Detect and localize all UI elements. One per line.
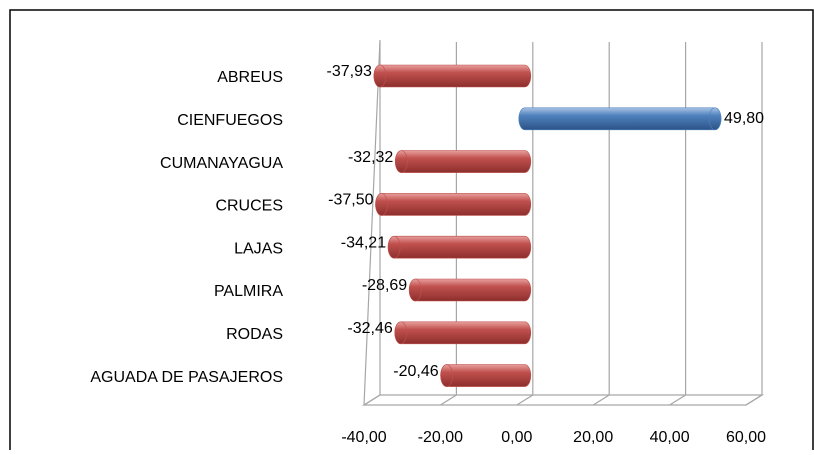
- bar-cap: [373, 64, 387, 88]
- data-label: -20,46: [393, 363, 438, 380]
- grid-line: [669, 42, 687, 406]
- bar: [395, 150, 532, 173]
- x-tick-label: 60,00: [726, 429, 766, 446]
- x-tick-label: 20,00: [573, 429, 613, 446]
- y-tick-label: CRUCES: [215, 198, 283, 215]
- bar: [394, 321, 532, 345]
- data-label: -28,69: [362, 277, 407, 294]
- bar-cap: [394, 321, 408, 345]
- grid-line: [363, 42, 381, 406]
- floor: [361, 394, 765, 406]
- bar-cap: [708, 107, 722, 131]
- back-wall: [363, 39, 381, 406]
- y-tick-label: PALMIRA: [214, 283, 283, 300]
- bar: [408, 278, 532, 302]
- bar: [440, 364, 532, 387]
- bar-cap: [395, 150, 408, 173]
- data-label: -32,32: [348, 149, 393, 166]
- frame: [9, 9, 814, 455]
- x-tick-label: 40,00: [650, 429, 690, 446]
- x-tick-label: -40,00: [341, 429, 386, 446]
- bar: [518, 107, 722, 131]
- bar-cap: [440, 364, 453, 387]
- bar-cap: [408, 278, 422, 302]
- grid-line: [516, 42, 534, 406]
- data-label: -34,21: [341, 234, 386, 251]
- bar: [373, 64, 532, 88]
- data-label: 49,80: [724, 110, 764, 127]
- bar-cap: [387, 235, 401, 259]
- y-tick-label: CIENFUEGOS: [177, 112, 283, 129]
- data-label: -37,93: [327, 63, 372, 80]
- y-tick-label: ABREUS: [217, 69, 283, 86]
- grid-line: [440, 42, 457, 406]
- grid-line: [745, 42, 763, 406]
- y-tick-label: CUMANAYAGUA: [160, 155, 283, 172]
- y-tick-label: AGUADA DE PASAJEROS: [90, 369, 283, 386]
- x-tick-label: -20,00: [418, 429, 463, 446]
- bar: [375, 193, 532, 216]
- y-tick-label: RODAS: [226, 326, 283, 343]
- bar: [387, 235, 532, 259]
- data-label: -32,46: [347, 320, 392, 337]
- bar-cap: [375, 193, 388, 216]
- data-label: -37,50: [328, 192, 373, 209]
- x-tick-label: 0,00: [501, 429, 532, 446]
- y-tick-label: LAJAS: [234, 240, 283, 257]
- grid-line: [592, 42, 610, 406]
